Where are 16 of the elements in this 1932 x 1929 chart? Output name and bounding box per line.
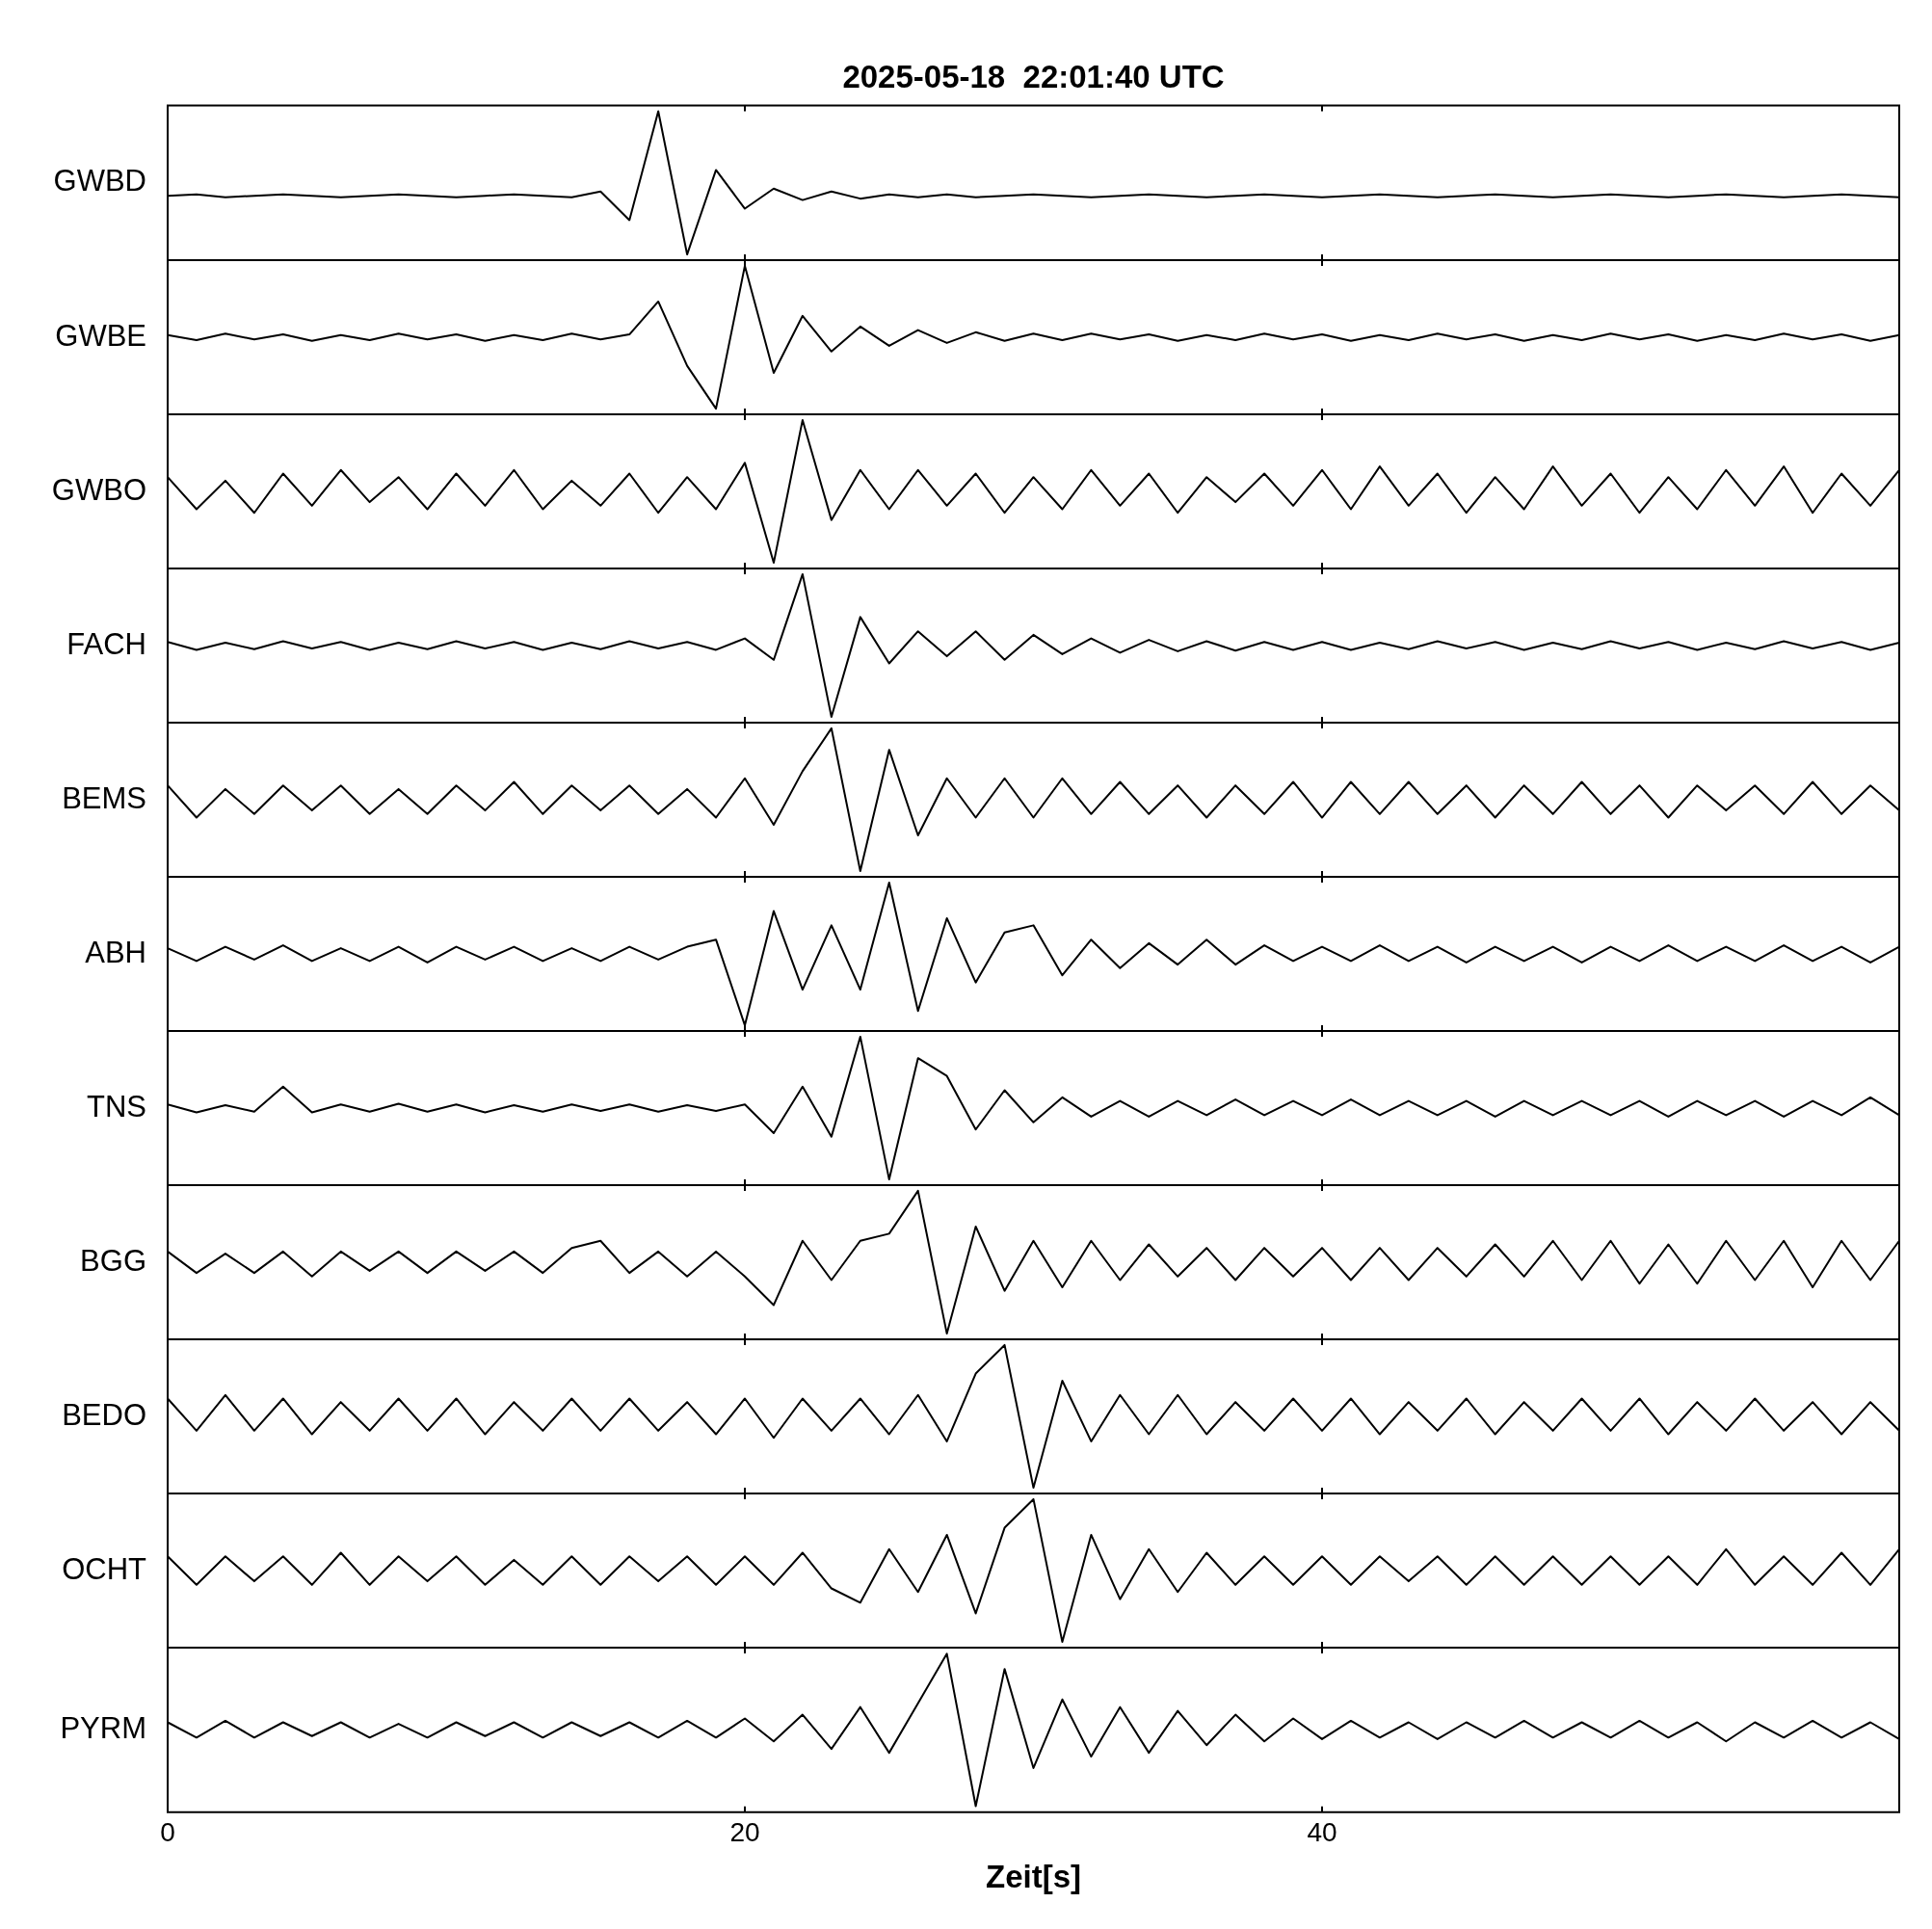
x-axis-title: Zeit[s] — [986, 1859, 1081, 1895]
y-axis-title: OCHT — [62, 1551, 147, 1586]
y-axis-title: BGG — [80, 1243, 146, 1278]
y-axis-title: GWBD — [53, 164, 146, 198]
y-axis-title: FACH — [66, 626, 146, 661]
x-tick-label: 40 — [1307, 1817, 1337, 1848]
y-axis-title: TNS — [87, 1089, 146, 1123]
x-tick-label: 0 — [160, 1817, 175, 1848]
y-axis-title: BEDO — [62, 1397, 146, 1432]
x-tick-label: 20 — [729, 1817, 760, 1848]
y-axis-title: PYRM — [60, 1710, 146, 1745]
y-axis-title: ABH — [85, 935, 146, 969]
y-axis-title: GWBE — [55, 318, 146, 353]
chart-title: 2025-05-18 22:01:40 UTC — [842, 58, 1225, 94]
y-axis-title: GWBO — [51, 472, 146, 507]
y-axis-title: BEMS — [62, 780, 146, 815]
